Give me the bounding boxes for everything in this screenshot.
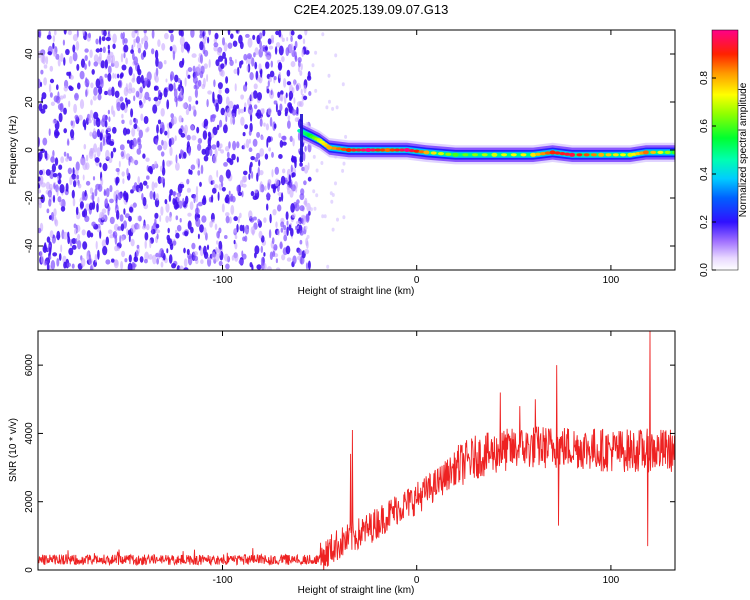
x-tick-label: 100 <box>603 275 620 286</box>
y-tick-label: 2000 <box>24 490 35 513</box>
y-tick-label: 6000 <box>24 354 35 377</box>
ridge-point <box>576 153 583 157</box>
colorbar-tick-label: 0.0 <box>699 263 710 277</box>
spectrogram-ylabel: Frequency (Hz) <box>8 116 19 185</box>
ridge-point <box>384 148 391 152</box>
ridge-point <box>336 147 342 151</box>
ridge-point <box>620 153 626 157</box>
ridge-point <box>539 152 546 156</box>
ridge-point <box>535 152 542 156</box>
ridge-point <box>650 150 657 154</box>
ridge-point <box>423 150 430 155</box>
ridge-point <box>399 148 406 152</box>
ridge-point <box>664 150 671 154</box>
ridge-point <box>355 148 362 152</box>
colorbar-label: Normalized spectral amplitude <box>738 82 749 217</box>
ridge-point <box>452 152 459 157</box>
ridge-point <box>404 148 410 152</box>
ridge-point <box>501 153 508 157</box>
ridge-point <box>445 152 452 156</box>
ridge-point <box>657 150 664 154</box>
x-tick-label: 0 <box>414 575 420 586</box>
ridge-point <box>389 148 396 152</box>
ridge-point <box>418 150 425 154</box>
ridge-point <box>438 152 444 156</box>
colorbar-ticks: 0.0 0.2 0.4 0.6 0.8 <box>699 71 716 277</box>
ridge-point <box>365 148 372 152</box>
y-tick-label: -20 <box>24 190 35 205</box>
ridge-point <box>672 150 675 155</box>
ridge-point <box>549 150 556 155</box>
ridge-point <box>340 147 347 151</box>
ridge-point <box>583 153 590 157</box>
spectrogram-axes: -100 0 100 -40 -20 0 20 40 <box>24 30 675 286</box>
colorbar-gradient <box>711 29 739 271</box>
ridge-point <box>408 149 415 153</box>
ridge-point <box>612 153 619 157</box>
ridge-point <box>326 145 333 150</box>
y-tick-label: 20 <box>24 96 35 108</box>
spectrogram-content <box>38 30 675 270</box>
colorbar: 0.0 0.2 0.4 0.6 0.8 Normalized spectral ampl… <box>699 29 749 277</box>
snr-ylabel: SNR (10 * v/v) <box>8 418 19 482</box>
ridge-point <box>544 151 551 155</box>
ridge-point <box>564 152 571 156</box>
noise-region <box>38 30 348 270</box>
spectrogram-panel: -100 0 100 -40 -20 0 20 40 Height of straight l… <box>8 29 676 297</box>
ridge-point <box>569 152 576 157</box>
spectral-ridge <box>297 114 675 165</box>
ridge-point <box>520 153 527 157</box>
snr-xlabel: Height of straight line (km) <box>298 585 415 596</box>
ridge-point <box>350 148 357 152</box>
ridge-point <box>379 148 386 152</box>
y-tick-label: 0 <box>24 567 35 573</box>
ridge-point <box>394 148 401 152</box>
colorbar-tick-label: 0.4 <box>699 167 710 181</box>
ridge-point <box>472 153 478 157</box>
x-tick-label: -100 <box>212 575 232 586</box>
snr-series-line <box>38 331 675 570</box>
ridge-point <box>530 152 537 157</box>
ridge-point <box>554 151 561 155</box>
ridge-point <box>598 152 605 157</box>
colorbar-tick-label: 0.6 <box>699 119 710 133</box>
snr-content <box>38 331 675 570</box>
ridge-point <box>360 148 367 152</box>
ridge-point <box>642 150 649 155</box>
x-tick-label: 100 <box>603 575 620 586</box>
ridge-point <box>374 148 381 152</box>
y-tick-label: 4000 <box>24 422 35 445</box>
ridge-point <box>481 153 488 157</box>
y-tick-label: 40 <box>24 48 35 60</box>
spectrogram-xlabel: Height of straight line (km) <box>298 286 415 297</box>
y-tick-label: 0 <box>24 147 35 153</box>
x-tick-label: 0 <box>414 275 420 286</box>
ridge-point <box>370 148 376 152</box>
ridge-point <box>345 148 352 152</box>
y-tick-label: -40 <box>24 238 35 253</box>
colorbar-tick-label: 0.2 <box>699 215 710 229</box>
colorbar-tick-label: 0.8 <box>699 71 710 85</box>
x-tick-label: -100 <box>212 275 232 286</box>
snr-frame <box>37 330 676 571</box>
ridge-point <box>605 153 612 157</box>
ridge-point <box>331 146 338 150</box>
ridge-point <box>430 151 437 155</box>
ridge-point <box>590 153 597 157</box>
figure-title: C2E4.2025.139.09.07.G13 <box>294 2 449 17</box>
ridge-point <box>510 153 517 157</box>
ridge-point <box>559 152 566 156</box>
ridge-point <box>491 152 498 157</box>
ridge-point <box>413 149 420 153</box>
ridge-point <box>462 153 469 157</box>
